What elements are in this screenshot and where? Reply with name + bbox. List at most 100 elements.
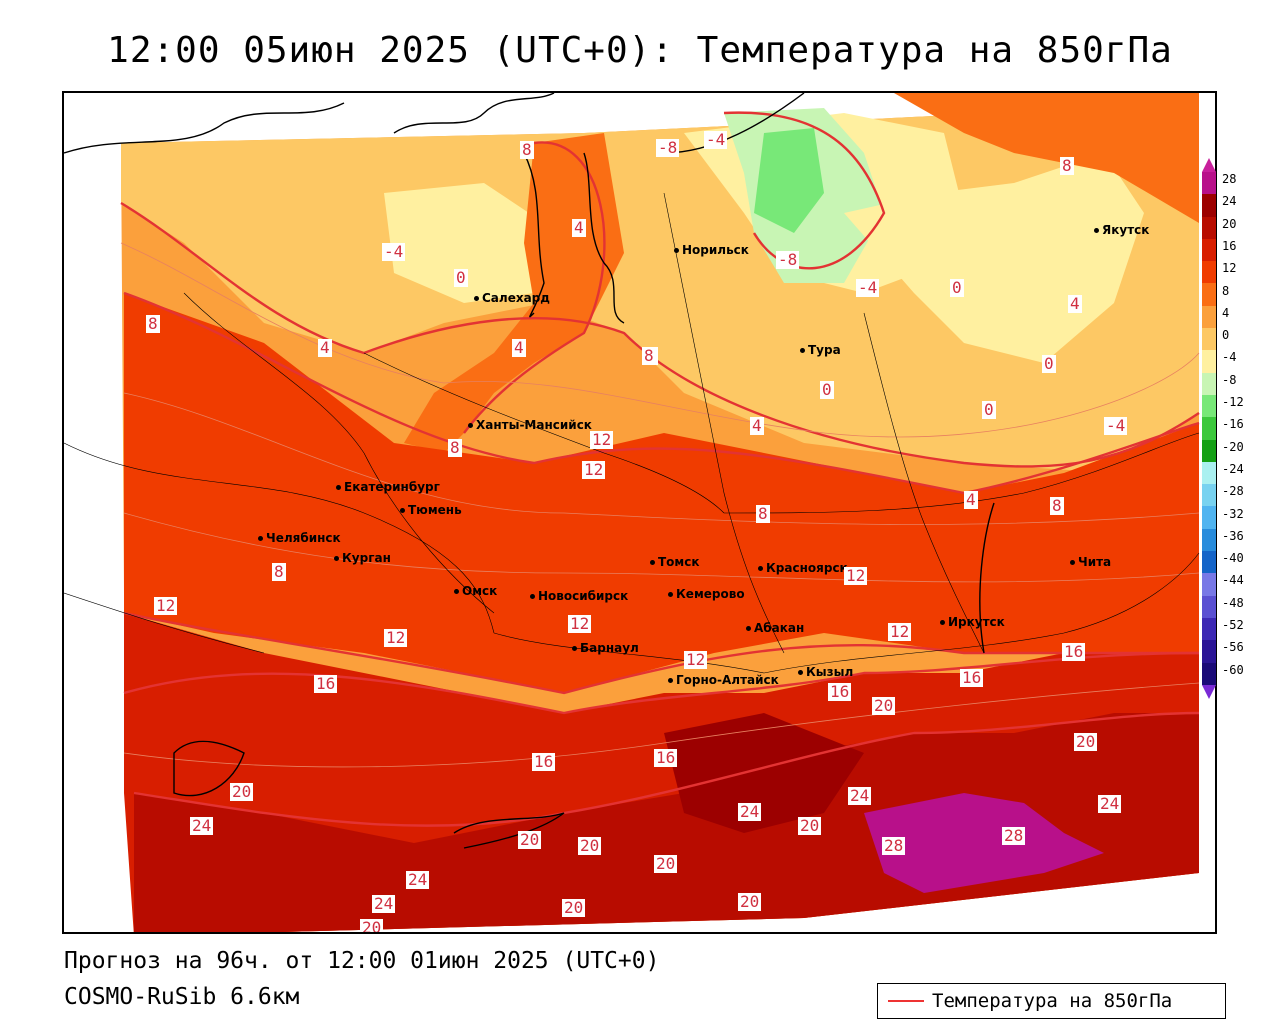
colorbar-tick-label: -40 (1222, 551, 1244, 566)
contour-label: 24 (1098, 794, 1122, 813)
contour-label: 24 (190, 816, 214, 835)
colorbar-tick-label: 20 (1222, 216, 1237, 231)
city-chita: Чита (1070, 555, 1111, 569)
colorbar-top-arrow (1202, 158, 1216, 172)
contour-label: 24 (406, 870, 430, 889)
colorbar-segment (1202, 484, 1216, 507)
colorbar-segment (1202, 662, 1216, 685)
contour-label: 8 (448, 438, 462, 457)
city-chelyabinsk: Челябинск (258, 531, 341, 545)
colorbar-segment (1202, 528, 1216, 552)
contour-label: 12 (844, 566, 868, 585)
colorbar-segment (1202, 350, 1216, 373)
colorbar-segment (1202, 573, 1216, 596)
contour-label: 12 (154, 596, 178, 615)
contour-label: 12 (582, 460, 606, 479)
colorbar-segment (1202, 506, 1216, 529)
contour-label: 8 (520, 140, 534, 159)
city-gorno-altaysk: Горно-Алтайск (668, 673, 779, 687)
contour-label: 8 (756, 504, 770, 523)
contour-label: 0 (950, 278, 964, 297)
contour-label: -4 (856, 278, 880, 297)
colorbar-tick-label: 0 (1222, 328, 1230, 343)
colorbar-tick-label: -52 (1222, 618, 1244, 632)
colorbar-segment (1202, 216, 1216, 239)
contour-label: 12 (384, 628, 408, 647)
contour-label: -4 (382, 242, 406, 261)
city-yakutsk: Якутск (1094, 223, 1149, 237)
contour-label: 16 (532, 752, 556, 771)
colorbar-segment (1202, 461, 1216, 485)
colorbar-tick-label: -12 (1222, 395, 1244, 409)
contour-label: 8 (642, 346, 656, 365)
model-info: COSMO-RuSib 6.6км (64, 984, 300, 1010)
city-salekhard: Салехард (474, 291, 550, 305)
contour-label: 8 (1060, 156, 1074, 175)
city-kyzyl: Кызыл (798, 665, 853, 679)
contour-label: 12 (888, 622, 912, 641)
colorbar-tick-label: -48 (1222, 595, 1244, 610)
contour-label: 16 (654, 748, 678, 767)
contour-label: 20 (578, 836, 602, 855)
contour-label: 20 (872, 696, 896, 715)
colorbar-segment (1202, 305, 1216, 329)
contour-label: 20 (798, 816, 822, 835)
contour-label: 20 (1074, 732, 1098, 751)
contour-label: -4 (1104, 416, 1128, 435)
contour-label: 4 (318, 338, 332, 357)
contour-label: 4 (964, 490, 978, 509)
contour-label: 12 (568, 614, 592, 633)
contour-label: 8 (146, 314, 160, 333)
city-barnaul: Барнаул (572, 641, 639, 655)
contour-label: 4 (1068, 294, 1082, 313)
city-kurgan: Курган (334, 551, 391, 565)
contour-label: 12 (684, 650, 708, 669)
city-tomsk: Томск (650, 555, 700, 569)
contour-label: -8 (656, 138, 680, 157)
contour-label: 8 (1050, 496, 1064, 515)
contour-label: 24 (372, 894, 396, 913)
contour-label: 4 (572, 218, 586, 237)
contour-label: 20 (518, 830, 542, 849)
city-tura: Тура (800, 343, 841, 357)
city-abakan: Абакан (746, 621, 804, 635)
colorbar-segment (1202, 372, 1216, 395)
contour-label: -4 (704, 130, 728, 149)
temperature-map (64, 93, 1215, 932)
contour-label: 20 (738, 892, 762, 911)
colorbar-tick-label: -28 (1222, 484, 1244, 499)
colorbar-segment (1202, 394, 1216, 418)
contour-label: 0 (1042, 354, 1056, 373)
contour-label: 28 (882, 836, 906, 855)
city-omsk: Омск (454, 584, 497, 598)
legend-line-swatch (888, 1000, 924, 1002)
colorbar-tick-label: 12 (1222, 261, 1237, 276)
colorbar-bottom-arrow (1202, 684, 1216, 699)
legend: Температура на 850гПа (877, 983, 1226, 1019)
contour-label: 0 (454, 268, 468, 287)
contour-label: 20 (360, 919, 384, 932)
city-tyumen: Тюмень (400, 503, 462, 517)
city-novosibirsk: Новосибирск (530, 589, 628, 603)
contour-label: 20 (562, 898, 586, 917)
city-krasnoyarsk: Красноярск (758, 561, 848, 575)
colorbar-segment (1202, 238, 1216, 262)
contour-label: 12 (590, 430, 614, 449)
forecast-info: Прогноз на 96ч. от 12:00 01июн 2025 (UTC… (64, 948, 660, 974)
contour-label: 20 (230, 782, 254, 801)
colorbar-tick-label: 4 (1222, 305, 1230, 320)
contour-label: 16 (828, 682, 852, 701)
colorbar-segment (1202, 595, 1216, 618)
map-title: 12:00 05июн 2025 (UTC+0): Температура на… (107, 30, 1173, 71)
contour-label: 20 (654, 854, 678, 873)
colorbar-tick-label: -60 (1222, 662, 1244, 677)
colorbar-tick-label: -36 (1222, 528, 1244, 543)
contour-label: 24 (848, 786, 872, 805)
colorbar-tick-label: 16 (1222, 238, 1237, 253)
city-irkutsk: Иркутск (940, 615, 1005, 629)
contour-label: 0 (820, 380, 834, 399)
legend-label: Температура на 850гПа (932, 990, 1173, 1012)
colorbar-tick-label: 8 (1222, 283, 1230, 298)
colorbar-segment (1202, 283, 1216, 306)
city-kemerovo: Кемерово (668, 587, 745, 601)
